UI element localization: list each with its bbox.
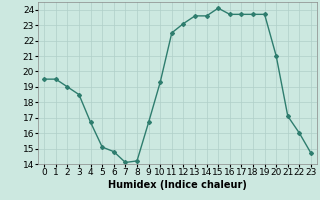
X-axis label: Humidex (Indice chaleur): Humidex (Indice chaleur) xyxy=(108,180,247,190)
